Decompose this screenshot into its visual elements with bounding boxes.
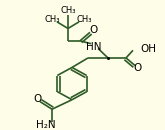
Text: CH₃: CH₃ xyxy=(76,15,92,24)
Text: H₂N: H₂N xyxy=(36,120,56,130)
Text: CH₃: CH₃ xyxy=(60,6,76,15)
Text: O: O xyxy=(90,25,98,35)
Text: OH: OH xyxy=(140,44,156,54)
Text: O: O xyxy=(133,63,141,73)
Text: HN: HN xyxy=(86,41,102,51)
Text: O: O xyxy=(33,94,41,104)
Text: CH₃: CH₃ xyxy=(44,15,60,24)
